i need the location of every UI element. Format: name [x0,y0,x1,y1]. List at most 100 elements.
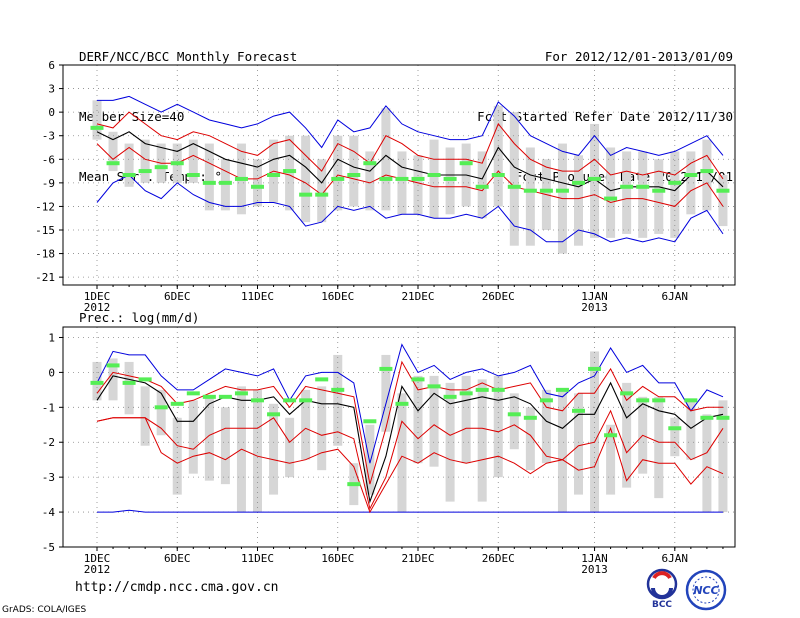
temp-range-bar [493,105,503,207]
temp-y-tick-label: -18 [35,248,55,261]
temp-range-bar [140,139,150,183]
prec-line-lower [96,409,724,511]
started-line: Fcst Started Refer Date 2012/11/30 [477,109,733,124]
prec-range-bar [317,386,327,471]
prec-range-bar [253,389,262,513]
prec-frame [62,326,736,548]
temp-observed-mark [604,196,618,201]
temp-observed-mark [588,176,602,181]
temp-range-bar [718,175,728,227]
prec-observed-mark [716,415,730,420]
temp-range-bar [204,143,214,211]
title-line-1: DERF/NCC/BCC Monthly Forecast [79,49,298,64]
temp-y-tick-label: 0 [48,106,55,119]
prec-y-tick-label: -2 [42,436,55,449]
temp-x-tick-year: 2013 [581,301,608,314]
temp-range-bar [686,151,696,215]
prec-observed-mark [684,398,698,403]
prec-y-tick-label: -4 [42,506,56,519]
prec-range-bar [541,389,551,464]
prec-y-tick-label: -5 [42,541,55,554]
prec-range-bar [381,354,391,432]
prec-observed-mark [218,394,232,399]
ncc-logo: NCC [685,569,727,611]
temp-observed-mark [620,184,634,189]
temp-range-bar [670,151,680,238]
temp-x-tick-label: 11DEC [241,290,274,303]
temp-line-max [97,95,724,157]
prec-line-max [96,343,724,464]
prec-x-tick-label: 26DEC [482,552,515,565]
prec-line-min [97,509,723,513]
prec-observed-mark [251,398,264,403]
temp-range-bar [509,112,519,246]
temp-observed-mark [411,176,425,181]
prec-y-tick-label: -1 [42,401,55,414]
temp-observed-mark [555,188,569,193]
prec-observed-mark [363,419,377,424]
prec-range-bar [204,396,214,481]
prec-range-bar [606,424,616,495]
temp-range-bar [654,159,664,234]
prec-observed-mark [267,412,281,417]
temp-observed-mark [507,184,521,189]
prec-range-bar [365,424,375,495]
temp-range-bar [381,108,391,211]
prec-range-bar [124,361,134,415]
temp-range-bar [525,147,535,246]
prec-observed-mark [379,366,393,371]
prec-observed-mark [186,391,200,396]
temp-observed-mark [459,161,473,166]
prec-observed-mark [700,415,714,420]
temp-observed-mark [523,188,537,193]
prec-range-bar [429,375,439,467]
temp-line-min [96,174,724,243]
prec-line-lowest_member [96,417,724,514]
prec-observed-mark [668,426,682,431]
temp-range-bar [317,159,327,223]
prec-observed-mark [459,391,473,396]
prec-range-bar [493,375,503,478]
temp-observed-mark [283,169,297,174]
prec-observed-mark [523,415,537,420]
prec-range-bar [172,417,182,495]
prec-range-bar [622,382,632,488]
prec-y-tick-label: -3 [42,471,55,484]
temp-observed-mark [122,173,136,177]
prec-observed-mark [539,398,553,403]
precip-panel-title: Prec.: log(mm/d) [79,310,199,325]
prec-y-tick-label: 1 [48,331,55,344]
temp-observed-mark [652,188,666,193]
prec-range-bar [269,403,279,495]
prec-observed-mark [138,377,152,382]
temp-observed-mark [572,180,585,185]
prec-observed-mark [170,401,184,406]
prec-observed-mark [315,377,329,382]
temp-y-tick-label: -9 [42,177,55,190]
temp-x-tick-label: 21DEC [401,290,434,303]
prec-observed-mark [427,384,441,389]
prec-observed-mark [620,391,634,396]
prec-observed-mark [331,387,345,392]
temp-y-tick-label: 6 [48,59,55,72]
prec-range-bar [333,354,343,446]
prec-x-tick-label: 6JAN [662,552,689,565]
prec-observed-mark [411,377,425,382]
prec-observed-mark [154,405,168,410]
prec-observed-mark [234,391,248,396]
prec-observed-mark [604,433,618,438]
prec-range-bar [718,400,728,513]
prec-range-bar [397,393,407,513]
temp-observed-mark [234,176,248,181]
prec-observed-mark [299,398,313,403]
source-url[interactable]: http://cmdp.ncc.cma.gov.cn [75,580,279,595]
prec-range-bar [590,351,600,513]
temp-y-tick-label: -21 [35,271,55,284]
prec-x-tick-label: 21DEC [401,552,434,565]
prec-observed-mark [122,380,136,385]
temp-y-tick-label: -6 [42,153,55,166]
title-line-2: Member Size=40 [79,109,185,124]
prec-range-bar [140,386,150,446]
